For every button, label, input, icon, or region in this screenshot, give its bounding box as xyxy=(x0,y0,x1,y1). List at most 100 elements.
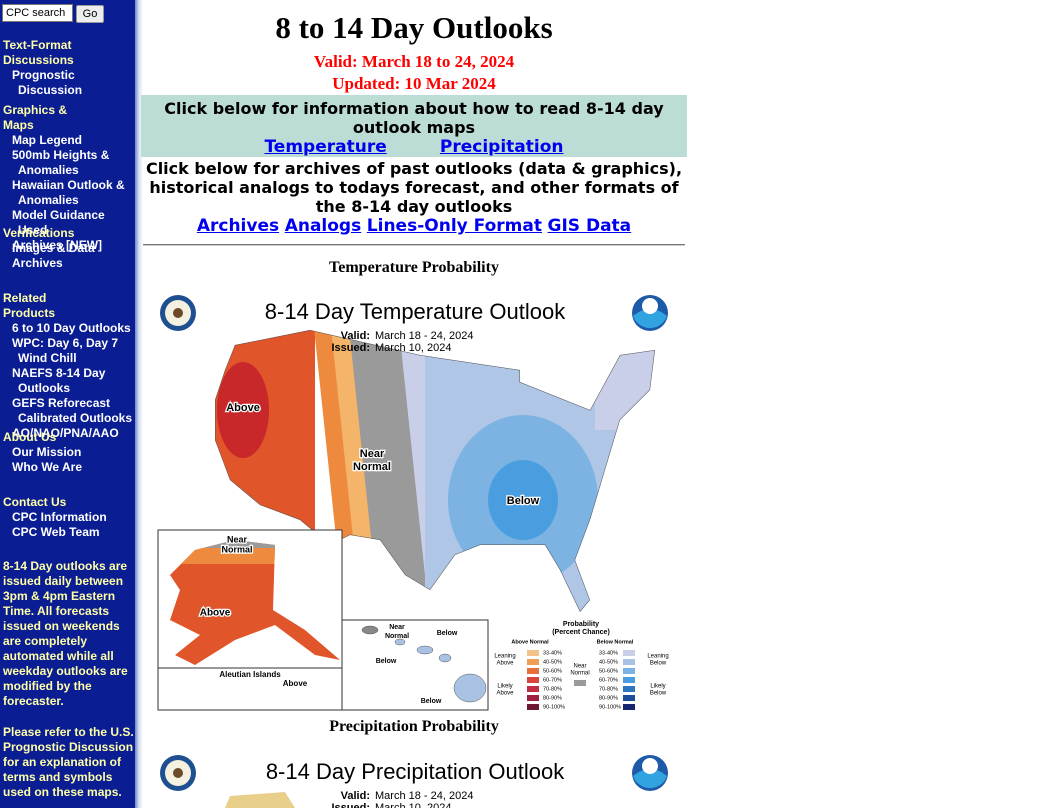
legend-range: 60-70% xyxy=(543,677,562,683)
region-label: Above xyxy=(283,679,308,688)
info-text: Click below for information about how to… xyxy=(164,99,664,137)
nav-link[interactable]: CPC Web Team xyxy=(12,525,100,539)
legend-range: 50-60% xyxy=(599,668,618,674)
nav-link[interactable]: 6 to 10 Day Outlooks xyxy=(12,321,131,335)
legend-range: 70-80% xyxy=(543,686,562,692)
nav-heading: Related Products xyxy=(3,291,56,320)
section-heading: Temperature Probability xyxy=(329,259,499,276)
legend-swatch xyxy=(527,650,539,656)
legend-heading: Below Normal xyxy=(597,639,634,645)
region-label: Above xyxy=(226,402,260,414)
legend-range: 70-80% xyxy=(599,686,618,692)
legend-swatch xyxy=(623,659,635,665)
archives-links: Archives Analogs Lines-Only Format GIS D… xyxy=(141,216,687,236)
sidebar: CPC search Go Text-Format Discussions Pro… xyxy=(0,0,135,808)
nav-link[interactable]: Our Mission xyxy=(12,445,82,459)
nav-link[interactable]: AO/NAO/PNA/AAO xyxy=(12,426,119,440)
issued-date: March 10, 2024 xyxy=(375,802,451,808)
nav-link[interactable]: NAEFS 8-14 Day Outlooks xyxy=(12,366,106,395)
aleutian-inset xyxy=(157,667,343,711)
legend-swatch xyxy=(623,668,635,674)
legend-swatch xyxy=(574,680,586,686)
nav-link[interactable]: CPC Information xyxy=(12,510,107,524)
legend-range: 50-60% xyxy=(543,668,562,674)
archives-text: Click below for archives of past outlook… xyxy=(145,159,683,216)
region-label: Near xyxy=(389,624,405,631)
nav-section: About Us Our Mission Who We Are xyxy=(3,430,135,475)
page-title: 8 to 14 Day Outlooks xyxy=(275,10,553,45)
nav-heading: About Us xyxy=(3,430,57,444)
region-label: Below xyxy=(437,630,458,637)
link[interactable]: Analogs xyxy=(284,216,362,236)
noaa-logo xyxy=(632,755,668,791)
region-label: Normal xyxy=(385,633,409,640)
nav-link[interactable]: 500mb Heights & Anomalies xyxy=(12,148,110,177)
link[interactable]: Archives xyxy=(196,216,280,236)
nav-link[interactable]: Hawaiian Outlook & Anomalies xyxy=(12,178,125,207)
nav-link[interactable]: GEFS Reforecast Calibrated Outlooks xyxy=(12,396,133,425)
legend-swatch xyxy=(527,686,539,692)
section-heading: Precipitation Probability xyxy=(329,718,499,735)
link[interactable]: Temperature xyxy=(264,137,387,157)
search-button[interactable]: Go xyxy=(76,5,104,23)
legend-range: 40-50% xyxy=(543,659,562,665)
legend-swatch xyxy=(527,704,539,710)
legend-swatch xyxy=(527,668,539,674)
nav-link[interactable]: Archives xyxy=(12,256,63,270)
region-label: Below xyxy=(376,658,397,665)
nav-link[interactable]: Model Guidance Used xyxy=(12,208,105,237)
legend-range: 80-90% xyxy=(543,695,562,701)
legend-group: Likely xyxy=(650,684,665,690)
region-label: Normal xyxy=(353,461,391,473)
legend-title: Probability xyxy=(563,621,599,628)
inset-label: Aleutian Islands xyxy=(219,670,281,679)
legend-group: Near xyxy=(573,664,586,670)
legend-swatch xyxy=(623,704,635,710)
link[interactable]: Precipitation xyxy=(439,137,564,157)
nav-heading: Verifications xyxy=(3,226,75,240)
nav-link[interactable]: Prognostic Discussion xyxy=(12,68,83,97)
nav-link[interactable]: Who We Are xyxy=(12,460,83,474)
issued-date: March 10, 2024 xyxy=(375,342,451,354)
nav-link[interactable]: Images & Data xyxy=(12,241,95,255)
search-input[interactable]: CPC search xyxy=(2,4,73,22)
legend-swatch xyxy=(527,677,539,683)
sidebar-note: 8-14 Day outlooks are issued daily betwe… xyxy=(3,559,128,708)
nav-section: Contact Us CPC Information CPC Web Team xyxy=(3,495,135,540)
nav-section: Text-Format Discussions Prognostic Discus… xyxy=(3,38,135,98)
link[interactable]: GIS Data xyxy=(547,216,632,236)
nav-link[interactable]: Archives [NEW] xyxy=(12,238,103,252)
region-label: Near xyxy=(227,534,248,544)
valid-label: Valid: xyxy=(341,330,370,342)
legend-group: Normal xyxy=(570,671,589,677)
legend-swatch xyxy=(527,659,539,665)
legend-swatch xyxy=(623,677,635,683)
temperature-map: 8-14 Day Temperature Outlook Valid: March … xyxy=(155,290,673,712)
valid-date: March 18 - 24, 2024 xyxy=(375,330,473,342)
legend-range: 33-40% xyxy=(543,650,562,656)
sidebar-note: Please refer to the U.S. Prognostic Disc… xyxy=(3,725,134,799)
nav-link[interactable]: Map Legend xyxy=(12,133,83,147)
hawaii-islands xyxy=(361,625,487,703)
divider xyxy=(143,244,685,246)
legend-group: Below xyxy=(650,661,667,667)
nav-section: Graphics & Maps Map Legend 500mb Heights &… xyxy=(3,103,135,253)
legend-range: 90-100% xyxy=(543,704,565,710)
valid-date: March 18 - 24, 2024 xyxy=(375,790,473,802)
sidebar-edge xyxy=(135,0,143,808)
legend-group: Leaning xyxy=(494,654,515,660)
seal xyxy=(160,755,196,791)
legend-swatches xyxy=(527,650,635,710)
map-region xyxy=(225,792,295,808)
legend-subtitle: (Percent Chance) xyxy=(552,629,610,636)
region-label: Below xyxy=(507,495,540,507)
region-label: Near xyxy=(360,448,385,460)
nav-link[interactable]: WPC: Day 6, Day 7 Wind Chill xyxy=(12,336,119,365)
updated-date: Updated: 10 Mar 2024 xyxy=(332,74,496,93)
nav-heading: Graphics & Maps xyxy=(3,103,68,132)
nav-heading: Text-Format Discussions xyxy=(3,38,74,67)
region-label: Below xyxy=(421,698,442,705)
link[interactable]: Lines-Only Format xyxy=(366,216,542,236)
legend-swatch xyxy=(623,686,635,692)
